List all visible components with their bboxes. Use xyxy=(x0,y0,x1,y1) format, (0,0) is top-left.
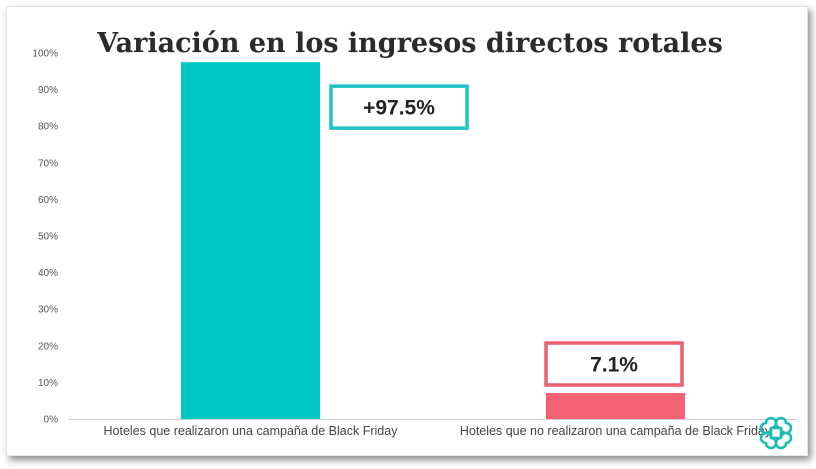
data-label-2: 7.1% xyxy=(544,341,684,387)
y-tick-label: 40% xyxy=(38,268,58,279)
bars xyxy=(181,62,685,420)
y-tick-label: 20% xyxy=(38,341,58,352)
x-category-label: Hoteles que no realizaron una campaña de… xyxy=(460,424,772,438)
data-label-box xyxy=(544,341,684,387)
y-tick-label: 80% xyxy=(38,122,58,133)
y-tick-label: 30% xyxy=(38,305,58,316)
y-tick-label: 50% xyxy=(38,232,58,243)
data-label-1: +97.5% xyxy=(329,84,469,130)
x-axis-categories: Hoteles que realizaron una campaña de Bl… xyxy=(104,424,772,438)
data-label-text: +97.5% xyxy=(363,97,435,120)
y-tick-label: 90% xyxy=(38,85,58,96)
command-key-icon xyxy=(759,416,793,450)
data-label-text: 7.1% xyxy=(590,354,638,377)
chart-title: Variación en los ingresos directos rotal… xyxy=(96,28,723,59)
y-axis: 0% 10% 20% 30% 40% 50% 60% 70% 80% 90% 100% xyxy=(32,49,58,426)
bar-1 xyxy=(181,62,320,420)
y-tick-label: 10% xyxy=(38,378,58,389)
y-tick-label: 60% xyxy=(38,195,58,206)
data-labels: +97.5% 7.1% xyxy=(329,84,684,387)
y-tick-label: 0% xyxy=(44,415,59,426)
bar-2 xyxy=(546,393,685,419)
data-label-box xyxy=(329,84,469,130)
y-tick-label: 100% xyxy=(32,49,58,60)
y-tick-label: 70% xyxy=(38,158,58,169)
x-category-label: Hoteles que realizaron una campaña de Bl… xyxy=(104,424,399,438)
